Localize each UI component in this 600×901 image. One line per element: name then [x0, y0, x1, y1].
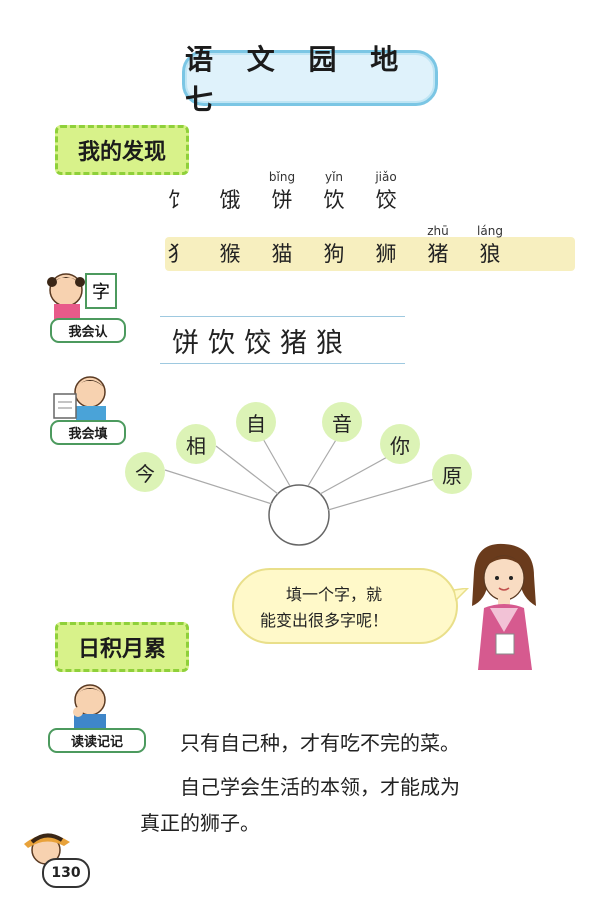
section-label-discovery: 我的发现 — [55, 125, 189, 175]
svg-text:字: 字 — [92, 282, 110, 303]
recognize-characters: 饼饮饺猪狼 — [160, 316, 405, 364]
highlight-band — [165, 237, 575, 271]
mascot-illustration — [24, 833, 70, 865]
char-cell: 狮 — [375, 242, 397, 266]
discovery-row-animal: 犭 猴 猫 狗 狮 zhū 猪 láng 狼 — [152, 222, 516, 268]
char-cell: láng 狼 — [477, 224, 503, 266]
char-cell: 猫 — [271, 242, 293, 266]
boy-thinking-illustration — [73, 684, 106, 728]
page-number: 130 — [42, 858, 90, 888]
char-cell: jiǎo 饺 — [375, 170, 397, 212]
boy-writing-illustration — [53, 376, 106, 422]
saying-line: 真正的狮子。 — [140, 811, 260, 835]
bubble-line: 能变出很多字呢！ — [260, 611, 389, 630]
char-cell: 猴 — [219, 242, 241, 266]
saying-line: 只有自己种，才有吃不完的菜。 — [180, 731, 460, 755]
page-title: 语 文 园 地 七 — [182, 43, 438, 116]
char-cell: zhū 猪 — [427, 224, 449, 266]
fan-node: 你 — [380, 424, 420, 464]
fan-node: 音 — [322, 402, 362, 442]
char-cell: bǐng 饼 — [268, 170, 296, 212]
bubble-line: 填一个字，就 — [286, 585, 383, 604]
saying-line: 自己学会生活的本领，才能成为 — [180, 775, 460, 799]
char-cell: 饣 — [167, 188, 189, 212]
badge-recognize: 我会认 — [50, 318, 126, 343]
discovery-row-food: 饣 饿 bǐng 饼 yǐn 饮 jiǎo 饺 — [152, 168, 412, 214]
girl-illustration — [472, 543, 536, 670]
fan-lines — [164, 429, 439, 546]
char-cell: 饿 — [219, 188, 241, 212]
speech-bubble: 填一个字，就 能变出很多字呢！ — [232, 568, 458, 644]
char-cell: 犭 — [167, 242, 189, 266]
char-cell: 狗 — [323, 242, 345, 266]
section-label-accumulate: 日积月累 — [55, 622, 189, 672]
fan-node: 原 — [432, 454, 472, 494]
badge-fill: 我会填 — [50, 420, 126, 445]
fan-node: 自 — [236, 402, 276, 442]
girl-reading-illustration: 字 — [47, 273, 117, 320]
fan-node: 今 — [125, 452, 165, 492]
badge-read: 读读记记 — [48, 728, 146, 753]
bubble-tail — [454, 588, 470, 602]
char-cell: yǐn 饮 — [323, 170, 345, 212]
fan-node: 相 — [176, 424, 216, 464]
